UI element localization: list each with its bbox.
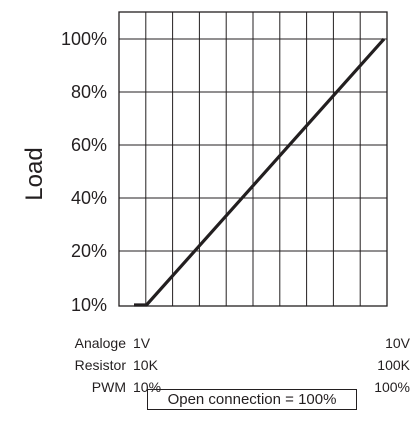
scale-max-value: 100K <box>377 357 410 373</box>
scale-min-value: 1V <box>133 335 151 351</box>
y-tick-label: 60% <box>71 135 107 155</box>
open-connection-note: Open connection = 100% <box>147 389 357 410</box>
scale-max-value: 100% <box>374 379 410 395</box>
scale-label: Resistor <box>74 357 126 373</box>
scale-min-value: 10% <box>133 379 162 395</box>
scale-label: Analoge <box>74 335 126 351</box>
y-axis-label: Load <box>21 147 48 200</box>
y-tick-label: 10% <box>71 295 107 315</box>
grid <box>118 11 388 307</box>
scale-label: PWM <box>91 379 126 395</box>
y-tick-label: 40% <box>71 188 107 208</box>
y-tick-labels: 10% 20% 40% 60% 80% 100% <box>61 29 107 315</box>
y-tick-label: 20% <box>71 241 107 261</box>
scale-min-value: 10K <box>133 357 158 373</box>
load-series-line <box>134 37 386 307</box>
y-tick-label: 80% <box>71 82 107 102</box>
y-tick-label: 100% <box>61 29 107 49</box>
scale-max-value: 10V <box>385 335 410 351</box>
load-chart: 10% 20% 40% 60% 80% 100% Load <box>21 11 388 315</box>
